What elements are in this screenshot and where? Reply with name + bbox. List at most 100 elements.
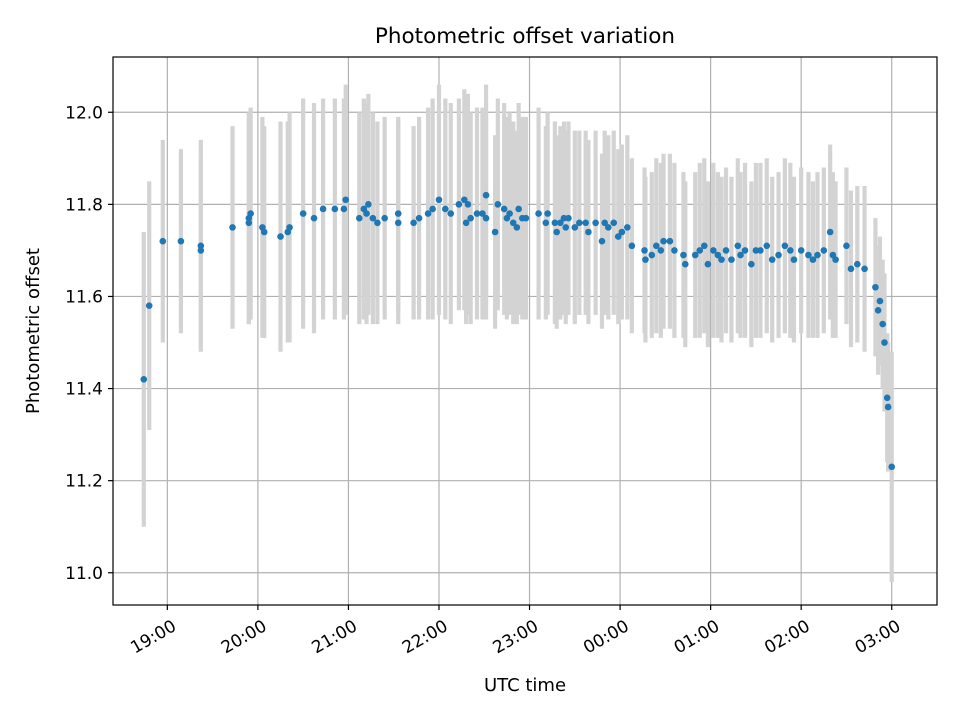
data-point: [482, 214, 490, 222]
data-point: [145, 302, 153, 309]
data-point: [319, 205, 327, 213]
data-point: [410, 219, 417, 227]
data-point: [710, 247, 717, 254]
data-point: [197, 247, 205, 254]
data-point: [861, 265, 868, 273]
data-point: [714, 251, 722, 259]
data-point: [229, 224, 236, 231]
data-point: [787, 247, 794, 254]
data-point: [429, 205, 436, 213]
data-point: [562, 224, 570, 231]
data-point: [832, 256, 839, 263]
data-point: [666, 237, 674, 245]
data-point: [369, 214, 377, 222]
data-point: [462, 219, 470, 227]
data-point: [624, 224, 631, 231]
data-point: [506, 210, 513, 217]
data-point: [826, 228, 834, 236]
data-point: [479, 210, 486, 217]
y-axis-label: Photometric offset: [23, 248, 44, 414]
data-point: [447, 210, 455, 217]
data-point: [888, 463, 896, 471]
data-point: [340, 205, 348, 213]
data-point: [854, 260, 861, 268]
data-point: [598, 237, 606, 245]
data-point: [642, 256, 649, 263]
data-point: [442, 205, 449, 213]
data-point: [310, 214, 318, 222]
data-point: [700, 242, 708, 250]
data-point: [781, 242, 789, 250]
data-point: [718, 256, 725, 263]
data-point: [641, 247, 648, 254]
data-point: [509, 219, 517, 227]
data-point: [805, 251, 812, 259]
data-point: [734, 242, 742, 250]
data-point: [535, 210, 542, 217]
data-point: [394, 210, 402, 217]
data-point: [513, 224, 521, 231]
data-point: [680, 251, 687, 259]
y-tick-label: 11.4: [65, 380, 103, 400]
data-point: [809, 256, 817, 263]
y-axis-ticks: 11.0 11.2 11.4 11.6 11.8 12.0: [65, 103, 113, 584]
y-tick-label: 11.6: [65, 287, 103, 307]
data-point: [522, 214, 530, 222]
data-point: [618, 228, 626, 236]
data-point: [752, 247, 760, 254]
data-point: [883, 394, 891, 402]
data-point: [797, 247, 805, 254]
data-point: [775, 251, 782, 259]
data-point: [461, 196, 468, 204]
data-point: [696, 247, 704, 254]
data-point: [874, 306, 882, 314]
x-axis-label: UTC time: [484, 675, 566, 696]
data-point: [515, 205, 522, 213]
data-point: [286, 224, 293, 231]
data-point: [473, 210, 481, 217]
data-point: [557, 219, 564, 227]
chart-title: Photometric offset variation: [375, 24, 675, 49]
data-point: [491, 228, 499, 236]
data-point: [494, 201, 502, 208]
data-point: [763, 242, 771, 250]
data-point: [722, 247, 730, 254]
data-point: [551, 219, 559, 227]
data-point: [467, 214, 474, 222]
data-point: [741, 247, 749, 254]
data-point: [355, 214, 363, 222]
data-point: [197, 242, 205, 250]
data-point: [455, 201, 463, 208]
data-point: [820, 247, 828, 254]
plot-frame: [112, 56, 938, 606]
data-point: [628, 242, 636, 250]
data-point: [435, 196, 443, 204]
data-point: [560, 214, 568, 222]
data-point: [601, 219, 608, 227]
data-point: [652, 242, 660, 250]
data-point: [565, 214, 572, 222]
data-point: [177, 237, 185, 245]
data-point: [424, 210, 432, 217]
data-point: [847, 265, 855, 273]
data-point: [879, 320, 886, 328]
data-point: [592, 219, 599, 227]
data-points: [140, 191, 896, 471]
data-point: [790, 256, 798, 263]
data-point: [247, 210, 254, 217]
data-point: [648, 251, 656, 259]
data-point: [610, 219, 618, 227]
data-point: [614, 233, 622, 240]
data-point: [876, 297, 884, 305]
data-point: [605, 224, 612, 231]
data-point: [657, 247, 665, 254]
data-point: [159, 237, 167, 245]
data-point: [691, 251, 699, 259]
data-point: [576, 219, 583, 227]
data-point: [881, 339, 888, 346]
data-point: [464, 201, 472, 208]
data-point: [843, 242, 850, 250]
data-point: [814, 251, 821, 259]
